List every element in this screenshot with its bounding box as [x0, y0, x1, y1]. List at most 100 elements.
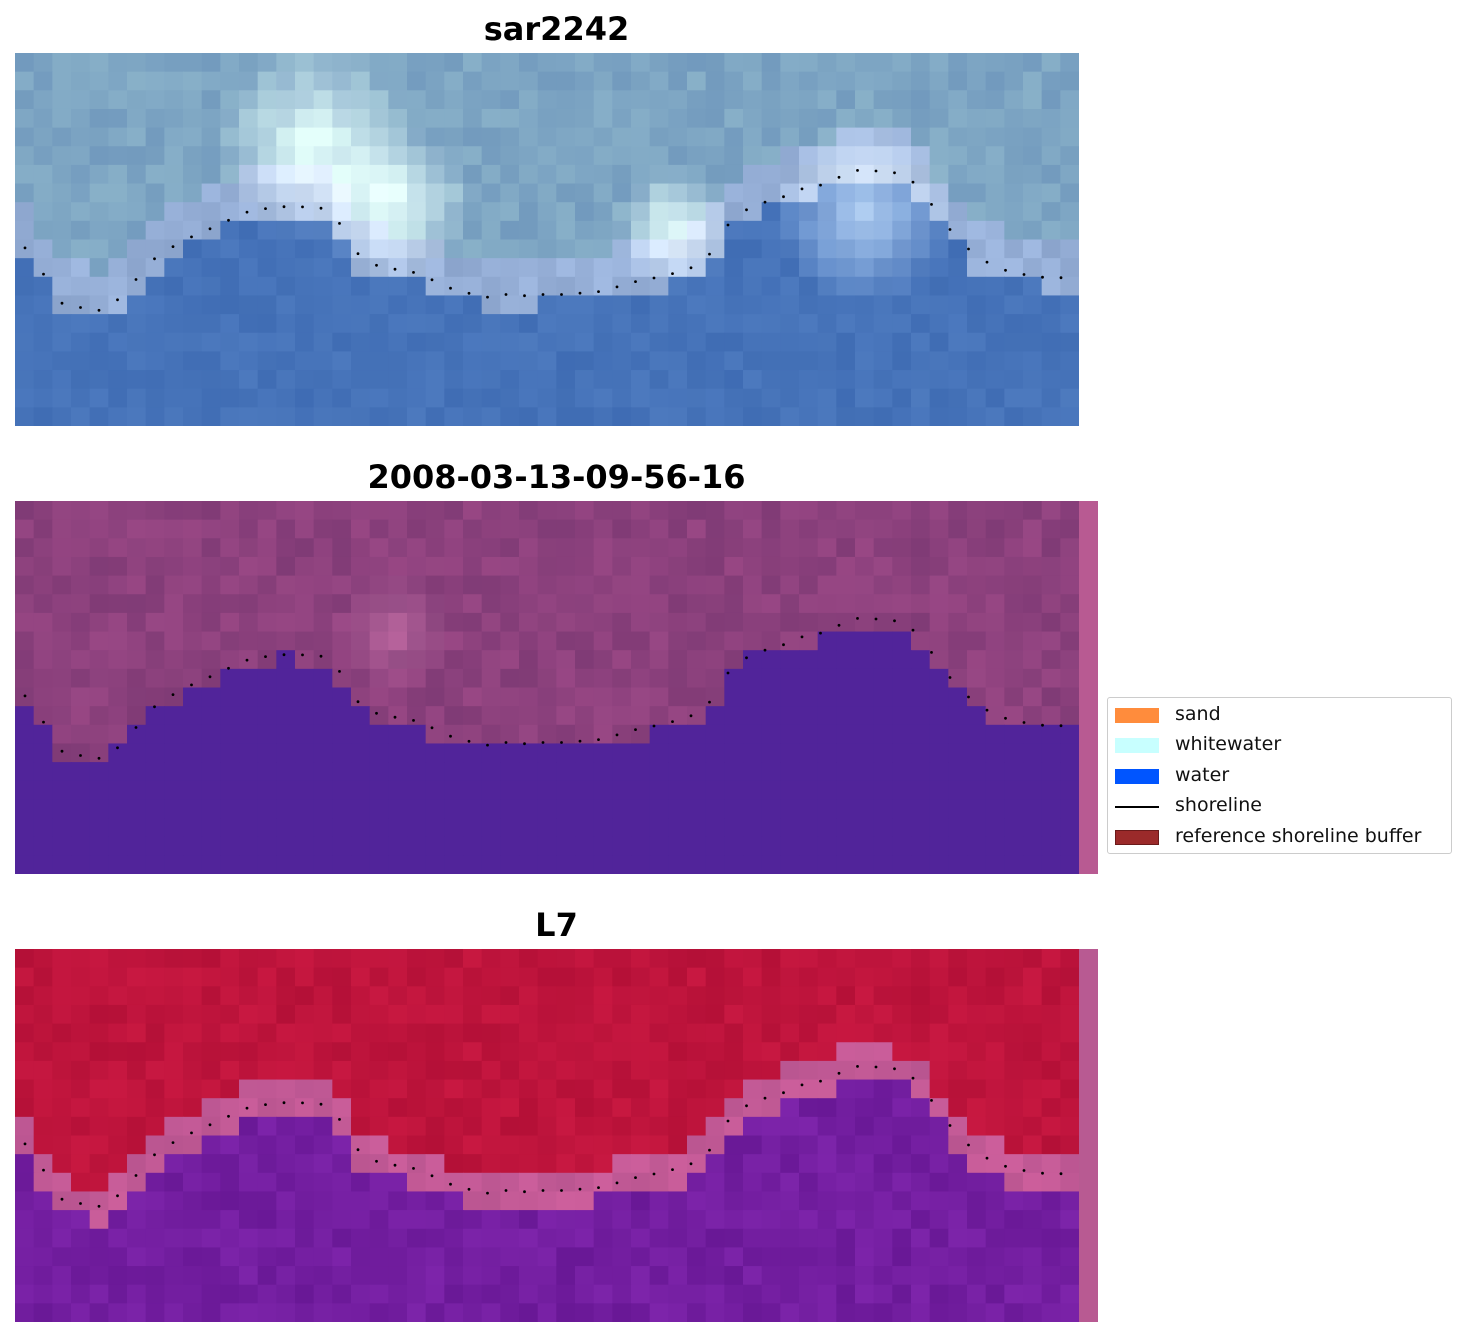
legend-item-whitewater: whitewater [1115, 733, 1451, 765]
shoreline-point [60, 749, 64, 753]
shoreline-point [264, 1103, 267, 1106]
water-swatch [1115, 768, 1159, 784]
shoreline-point [227, 666, 230, 670]
shoreline-point [338, 1118, 341, 1121]
buffer-swatch [1115, 829, 1159, 845]
shoreline-point [967, 695, 970, 699]
shoreline-point [856, 617, 859, 620]
shoreline-point [375, 711, 378, 715]
shoreline-point [745, 1104, 748, 1108]
shoreline-point [652, 276, 656, 280]
shoreline-point [449, 286, 452, 290]
shoreline-point [449, 734, 452, 738]
shoreline-point [356, 700, 360, 704]
shoreline-point [60, 301, 64, 305]
shoreline-point [338, 222, 341, 225]
shoreline-point [245, 210, 249, 214]
reference-buffer-strip [1079, 501, 1098, 874]
shoreline-point [689, 266, 693, 270]
shoreline-point [911, 180, 915, 184]
reference-buffer-strip [1079, 949, 1098, 1322]
rgb-image [15, 53, 1079, 426]
shoreline-point [208, 227, 212, 231]
shoreline-point [467, 1187, 471, 1191]
shoreline-point [671, 1168, 674, 1171]
shoreline-point [874, 617, 878, 621]
legend: sand whitewater water shoreline referenc… [1107, 697, 1452, 854]
shoreline-point [430, 726, 434, 730]
shoreline-point [893, 1067, 896, 1071]
shoreline-point [412, 719, 415, 722]
shoreline-point [560, 293, 563, 296]
shoreline-point [689, 714, 693, 718]
shoreline-point [634, 728, 637, 731]
legend-label-water: water [1175, 763, 1230, 786]
shoreline-point [171, 1141, 175, 1144]
sand-swatch [1115, 708, 1159, 723]
shoreline-point [1041, 723, 1044, 727]
shoreline-point [1041, 1171, 1044, 1175]
shoreline-point [319, 1102, 323, 1106]
shoreline-point [282, 205, 286, 209]
shoreline-point [97, 756, 101, 760]
shoreline-point [430, 1174, 434, 1178]
shoreline-point [264, 207, 267, 211]
shoreline-point [523, 294, 526, 298]
shoreline-point [301, 205, 304, 209]
shoreline-point [23, 246, 27, 250]
shoreline-point [282, 1101, 286, 1105]
panel-title-rgb: sar2242 [483, 10, 630, 48]
shoreline-point [467, 291, 471, 295]
shoreline-point [523, 742, 526, 746]
shoreline-point [615, 1181, 619, 1185]
shoreline-point [837, 1071, 841, 1075]
shoreline-point [116, 298, 119, 302]
shoreline-point [79, 1202, 82, 1205]
shoreline-point [42, 720, 45, 724]
panel-title-classified: 2008-03-13-09-56-16 [367, 458, 746, 496]
shoreline-point [301, 653, 304, 657]
shoreline-point [319, 206, 323, 210]
shoreline-point [541, 1189, 545, 1192]
shoreline-point [375, 263, 378, 267]
shoreline-point [412, 271, 415, 274]
shoreline-point [800, 1083, 804, 1087]
shoreline-point [985, 708, 989, 712]
shoreline-point [856, 1065, 859, 1068]
shoreline-point [652, 1172, 656, 1176]
shoreline-point [134, 726, 138, 729]
shoreline-point [967, 247, 970, 251]
shoreline-point [504, 1189, 508, 1192]
shoreline-point [634, 1176, 637, 1179]
shoreline-point [42, 272, 45, 276]
shoreline-point [190, 683, 193, 687]
shoreline-point [708, 700, 711, 704]
shoreline-point [1004, 268, 1007, 272]
shoreline-point [486, 1191, 489, 1195]
shoreline-point [948, 676, 952, 679]
index-image-panel [15, 949, 1098, 1322]
shoreline-point [79, 754, 82, 757]
shoreline-point [393, 1163, 397, 1167]
shoreline-point [97, 1204, 101, 1208]
legend-item-shoreline: shoreline [1115, 794, 1451, 826]
shoreline-point [911, 1076, 915, 1080]
shoreline-point [967, 1143, 970, 1147]
shoreline-point [412, 1167, 415, 1170]
shoreline-point [726, 1119, 730, 1123]
shoreline-point [763, 200, 767, 204]
shoreline-point [615, 733, 619, 737]
shoreline-point [745, 656, 748, 660]
shoreline-point [800, 187, 804, 191]
shoreline-point [1041, 275, 1044, 279]
shoreline-point [578, 1187, 582, 1191]
shoreline-point [319, 654, 323, 658]
panel-title-index: L7 [535, 906, 578, 944]
shoreline-point [375, 1159, 378, 1163]
legend-item-water: water [1115, 763, 1451, 796]
shoreline-point [745, 208, 748, 212]
shoreline-point [245, 658, 249, 662]
shoreline-point [911, 628, 915, 632]
shoreline-point [486, 295, 489, 299]
shoreline-point [689, 1162, 693, 1166]
